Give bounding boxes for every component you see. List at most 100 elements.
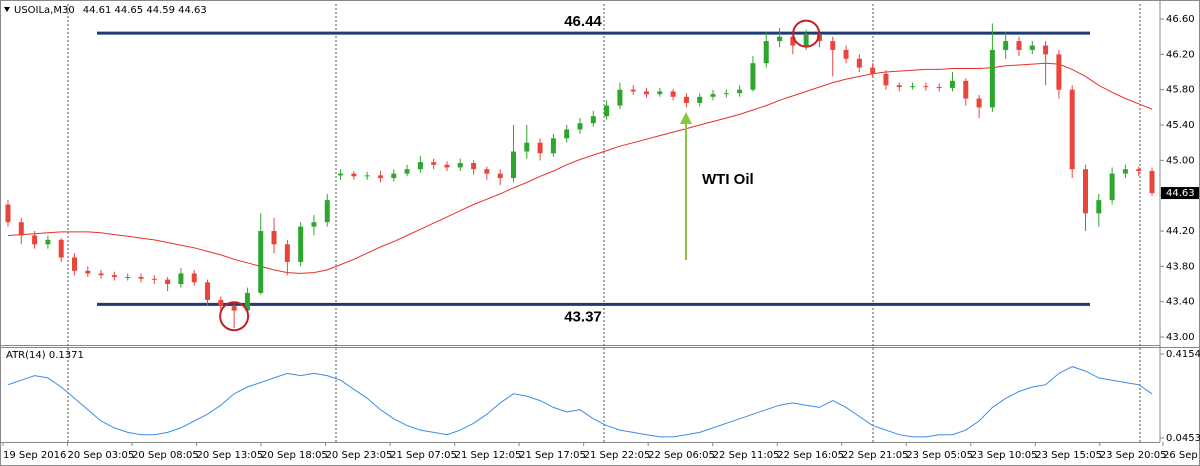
candle-body xyxy=(271,231,277,245)
candle-body xyxy=(683,96,689,103)
y-tick-label: 46.60 xyxy=(1166,14,1195,25)
candle-body xyxy=(989,49,995,108)
candle-body xyxy=(1016,41,1022,50)
candle-body xyxy=(364,175,370,177)
candle-body xyxy=(58,239,64,258)
y-tick-label: 43.80 xyxy=(1166,261,1195,272)
x-tick-label: 26 Sep 05 xyxy=(1163,450,1200,461)
candle-body xyxy=(657,91,663,95)
x-tick-label: 23 Sep 10:05 xyxy=(971,450,1038,461)
candle-body xyxy=(1109,173,1115,201)
x-tick-label: 23 Sep 15:05 xyxy=(1035,450,1102,461)
ohlc-readout: 44.61 44.65 44.59 44.63 xyxy=(83,5,207,16)
candle-body xyxy=(870,67,876,74)
level-label: 43.37 xyxy=(564,308,602,325)
candle-body xyxy=(45,239,51,245)
level-label: 46.44 xyxy=(564,13,602,30)
candle-body xyxy=(910,86,916,88)
candle-body xyxy=(5,204,11,223)
atr-title: ATR(14) 0.1371 xyxy=(6,350,84,361)
candle-body xyxy=(18,222,24,236)
candle-body xyxy=(510,151,516,179)
candle-body xyxy=(843,49,849,59)
y-tick-label: 0.4154 xyxy=(1166,349,1200,360)
candle-body xyxy=(444,164,450,168)
candle-body xyxy=(750,63,756,90)
candle-body xyxy=(338,173,344,176)
candle-body xyxy=(976,98,982,108)
candle-body xyxy=(1083,169,1089,214)
candle-body xyxy=(550,138,556,154)
candle-body xyxy=(697,96,703,103)
candle-body xyxy=(803,34,809,46)
candle-body xyxy=(883,73,889,86)
x-tick-label: 20 Sep 18:05 xyxy=(261,450,328,461)
candle-body xyxy=(431,162,437,165)
x-tick-label: 21 Sep 17:05 xyxy=(519,450,586,461)
price-label: 44.63 xyxy=(1166,188,1195,199)
candle-body xyxy=(816,34,822,42)
x-tick-label: 19 Sep 2016 xyxy=(3,450,66,461)
x-tick-label: 20 Sep 13:05 xyxy=(197,450,264,461)
highlight-circle xyxy=(792,19,821,48)
x-tick-label: 21 Sep 07:05 xyxy=(390,450,457,461)
y-tick-label: 0.0453 xyxy=(1166,433,1200,444)
candle-body xyxy=(471,163,477,170)
candle-body xyxy=(777,36,783,42)
candle-body xyxy=(351,173,357,177)
candle-body xyxy=(963,80,969,99)
candle-body xyxy=(178,273,184,285)
x-tick-label: 22 Sep 06:05 xyxy=(648,450,715,461)
candle-body xyxy=(98,273,104,276)
candle-body xyxy=(71,257,77,271)
candle-body xyxy=(537,142,543,154)
candle-body xyxy=(710,94,716,97)
candle-body xyxy=(644,91,650,95)
candle-body xyxy=(604,105,610,117)
candle-body xyxy=(497,173,503,179)
candle-body xyxy=(737,89,743,94)
moving-average xyxy=(7,62,1153,274)
candle-body xyxy=(165,279,171,285)
candle-body xyxy=(484,169,490,174)
arrow-head xyxy=(680,112,692,124)
candle-body xyxy=(723,93,729,95)
candle-body xyxy=(630,89,636,92)
candle-body xyxy=(311,222,317,227)
y-tick-label: 43.40 xyxy=(1166,297,1195,308)
annotation: WTI Oil xyxy=(702,171,754,188)
symbol-title: USOILa,M30 xyxy=(14,5,75,16)
atr-line xyxy=(7,366,1153,438)
candle-body xyxy=(324,200,330,223)
candle-body xyxy=(856,58,862,68)
y-tick-label: 44.20 xyxy=(1166,226,1195,237)
candle-body xyxy=(231,306,237,311)
price-box xyxy=(1161,187,1199,200)
x-tick-label: 23 Sep 05:05 xyxy=(906,450,973,461)
candle-body xyxy=(1003,41,1009,50)
candle-body xyxy=(218,299,224,307)
candle-body xyxy=(1096,200,1102,214)
x-tick-label: 20 Sep 23:05 xyxy=(326,450,393,461)
candle-body xyxy=(1056,54,1062,90)
candle-body xyxy=(191,273,197,283)
x-tick-label: 21 Sep 12:05 xyxy=(455,450,522,461)
candle-body xyxy=(457,163,463,168)
x-tick-label: 22 Sep 21:05 xyxy=(842,450,909,461)
x-tick-label: 20 Sep 08:05 xyxy=(132,450,199,461)
highlight-circle xyxy=(219,301,250,332)
menu-icon[interactable] xyxy=(4,7,10,12)
candle-body xyxy=(151,278,157,280)
y-tick-label: 46.20 xyxy=(1166,49,1195,60)
candle-body xyxy=(1136,169,1142,171)
candle-body xyxy=(830,41,836,50)
candle-body xyxy=(205,282,211,300)
candle-body xyxy=(298,226,304,262)
candle-body xyxy=(617,89,623,106)
x-tick-label: 21 Sep 22:05 xyxy=(584,450,651,461)
x-tick-label: 23 Sep 20:05 xyxy=(1100,450,1167,461)
candle-body xyxy=(670,91,676,97)
candle-body xyxy=(564,129,570,139)
candle-body xyxy=(284,244,290,262)
